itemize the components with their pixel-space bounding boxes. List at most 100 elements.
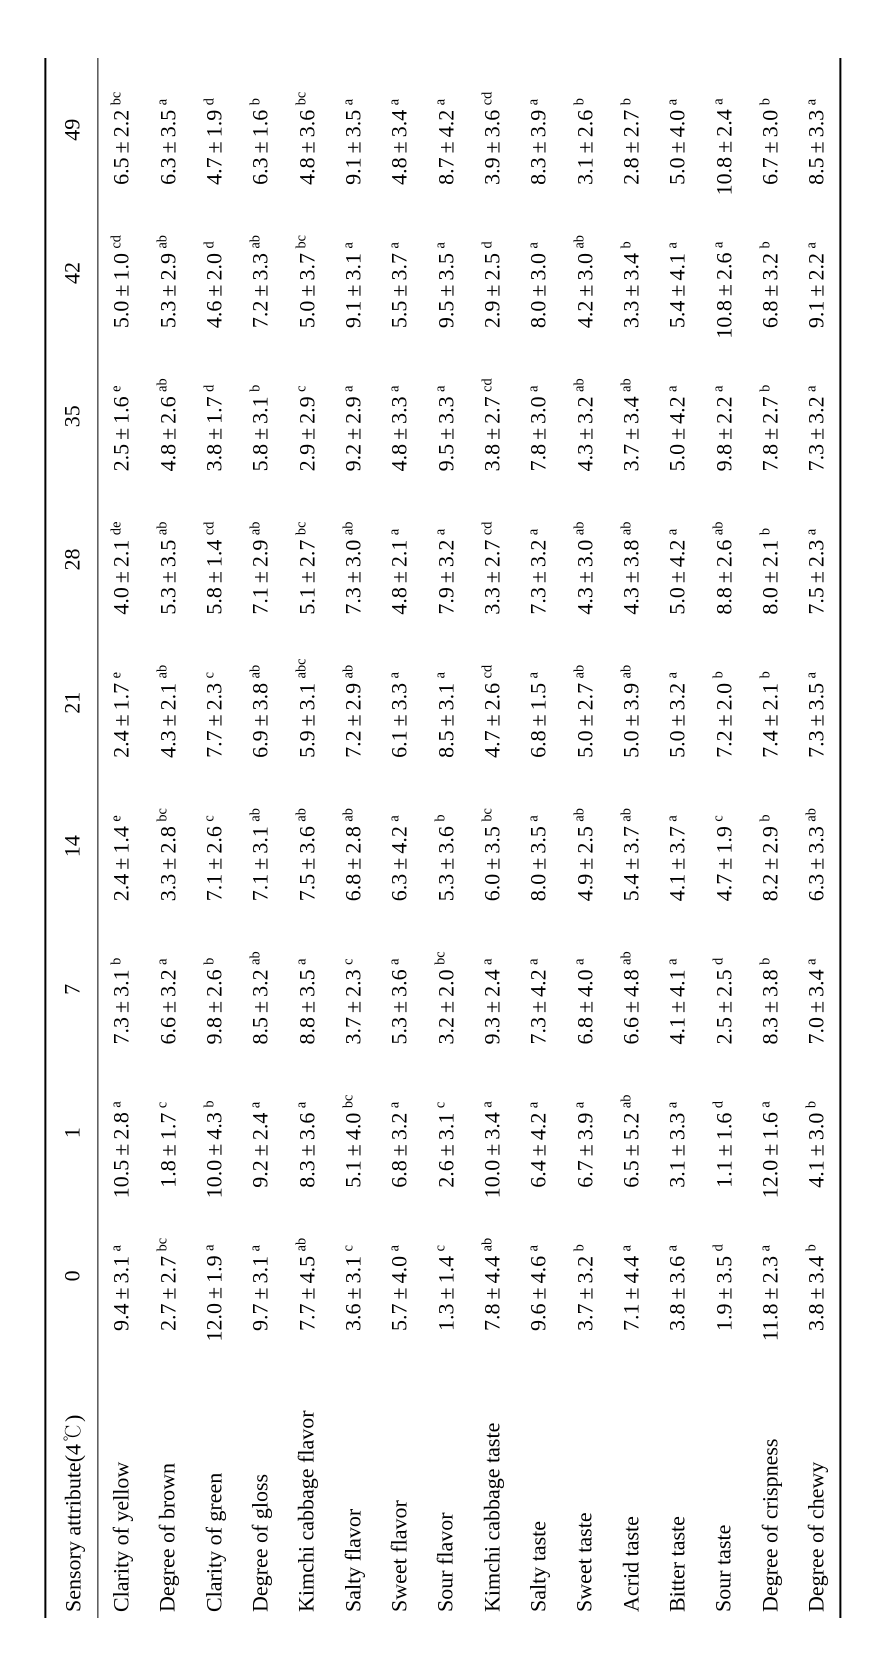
sensory-table: Sensory attribute(4℃)017142128354249 Cla… — [44, 58, 841, 1618]
cell-value: 3.8±1.7d — [191, 345, 237, 488]
sd-value: 3.2 — [664, 678, 690, 710]
row-label: Kimchi cabbage taste — [469, 1347, 515, 1618]
plus-minus-icon: ± — [433, 854, 459, 874]
mean-value: 7.3 — [525, 1017, 551, 1055]
mean-value: 7.1 — [247, 587, 273, 625]
mean-value: 6.0 — [479, 874, 505, 912]
superscript-group: b — [803, 1101, 819, 1108]
plus-minus-icon: ± — [664, 854, 690, 874]
plus-minus-icon: ± — [479, 854, 505, 874]
plus-minus-icon: ± — [386, 1283, 412, 1303]
table-row: Sour taste1.9±3.5d1.1±1.6d2.5±2.5d4.7±1.… — [700, 58, 746, 1618]
superscript-group: bc — [154, 808, 170, 822]
superscript-group: a — [108, 1101, 124, 1107]
mean-value: 4.1 — [803, 1160, 829, 1198]
cell-value: 2.8±2.7b — [607, 58, 653, 201]
plus-minus-icon: ± — [433, 424, 459, 444]
mean-value: 7.0 — [803, 1017, 829, 1055]
cell-value: 3.9±3.6cd — [469, 58, 515, 201]
plus-minus-icon: ± — [155, 710, 181, 730]
plus-minus-icon: ± — [340, 567, 366, 587]
superscript-group: c — [154, 1102, 170, 1108]
column-header-day: 49 — [45, 58, 98, 201]
plus-minus-icon: ± — [525, 137, 551, 157]
plus-minus-icon: ± — [757, 567, 783, 587]
plus-minus-icon: ± — [618, 854, 644, 874]
sd-value: 3.4 — [803, 1251, 829, 1283]
cell-value: 8.3±3.9a — [515, 58, 561, 201]
row-label: Kimchi cabbage flavor — [283, 1347, 329, 1618]
cell-value: 4.9±2.5ab — [561, 774, 607, 917]
cell-value: 5.4±3.7ab — [607, 774, 653, 917]
plus-minus-icon: ± — [664, 710, 690, 730]
sd-value: 2.8 — [108, 1108, 134, 1140]
mean-value: 4.8 — [386, 587, 412, 625]
superscript-group: ab — [479, 1238, 495, 1252]
plus-minus-icon: ± — [571, 1140, 597, 1160]
sd-value: 3.0 — [525, 249, 551, 281]
plus-minus-icon: ± — [247, 997, 273, 1017]
sd-value: 2.3 — [201, 678, 227, 710]
cell-value: 5.0±4.0a — [654, 58, 700, 201]
mean-value: 4.6 — [201, 301, 227, 339]
mean-value: 8.0 — [525, 301, 551, 339]
superscript-group: a — [525, 1102, 541, 1108]
sd-value: 4.2 — [525, 1108, 551, 1140]
table-row: Degree of brown2.7±2.7bc1.8±1.7c6.6±3.2a… — [144, 58, 190, 1618]
mean-value: 2.6 — [433, 1160, 459, 1198]
sd-value: 2.2 — [108, 105, 134, 137]
mean-value: 7.8 — [525, 444, 551, 482]
mean-value: 5.3 — [155, 587, 181, 625]
plus-minus-icon: ± — [757, 424, 783, 444]
mean-value: 4.7 — [710, 874, 736, 912]
cell-value: 7.5±2.3a — [793, 488, 840, 631]
sd-value: 3.4 — [386, 105, 412, 137]
mean-value: 9.2 — [340, 444, 366, 482]
sd-value: 2.7 — [618, 105, 644, 137]
sd-value: 1.7 — [201, 392, 227, 424]
sd-value: 3.6 — [433, 822, 459, 854]
superscript-group: a — [664, 815, 680, 821]
mean-value: 5.0 — [664, 444, 690, 482]
row-label: Degree of brown — [144, 1347, 190, 1618]
row-label: Salty flavor — [330, 1347, 376, 1618]
mean-value: 8.8 — [710, 587, 736, 625]
superscript-group: c — [432, 1245, 448, 1251]
sd-value: 1.7 — [155, 1108, 181, 1140]
superscript-group: a — [432, 672, 448, 678]
superscript-group: d — [201, 385, 217, 392]
plus-minus-icon: ± — [247, 567, 273, 587]
superscript-group: d — [201, 241, 217, 248]
mean-value: 7.1 — [618, 1303, 644, 1341]
sd-value: 3.3 — [803, 105, 829, 137]
superscript-group: a — [664, 959, 680, 965]
plus-minus-icon: ± — [757, 710, 783, 730]
superscript-group: b — [247, 385, 263, 392]
sd-value: 2.1 — [386, 535, 412, 567]
cell-value: 6.8±2.8ab — [330, 774, 376, 917]
sd-value: 4.0 — [340, 1108, 366, 1140]
cell-value: 4.1±3.0b — [793, 1061, 840, 1204]
mean-value: 9.6 — [525, 1303, 551, 1341]
mean-value: 2.5 — [710, 1017, 736, 1055]
plus-minus-icon: ± — [386, 424, 412, 444]
plus-minus-icon: ± — [340, 997, 366, 1017]
cell-value: 6.3±1.6b — [237, 58, 283, 201]
mean-value: 7.2 — [340, 730, 366, 768]
mean-value: 3.7 — [571, 1303, 597, 1341]
cell-value: 7.9±3.2a — [422, 488, 468, 631]
superscript-group: a — [340, 99, 356, 105]
cell-value: 6.8±3.2b — [746, 201, 792, 344]
sd-value: 3.0 — [525, 392, 551, 424]
sd-value: 4.2 — [433, 105, 459, 137]
sd-value: 3.6 — [294, 822, 320, 854]
sd-value: 1.0 — [108, 249, 134, 281]
plus-minus-icon: ± — [803, 137, 829, 157]
sd-value: 2.6 — [479, 678, 505, 710]
cell-value: 3.7±3.4ab — [607, 345, 653, 488]
plus-minus-icon: ± — [618, 567, 644, 587]
cell-value: 4.3±3.8ab — [607, 488, 653, 631]
mean-value: 8.0 — [525, 874, 551, 912]
table-head: Sensory attribute(4℃)017142128354249 — [45, 58, 98, 1618]
plus-minus-icon: ± — [571, 567, 597, 587]
